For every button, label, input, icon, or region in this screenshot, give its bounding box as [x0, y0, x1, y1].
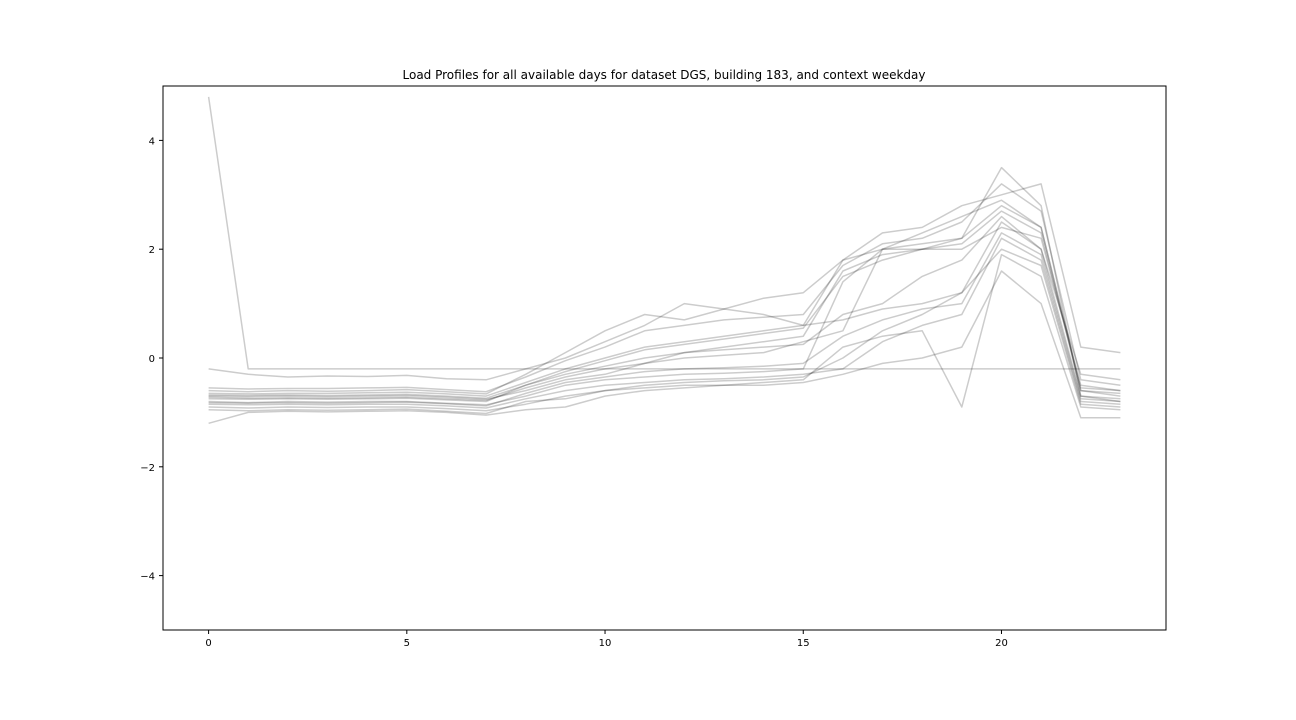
series-line-2: [208, 166, 1121, 406]
y-tick-label: 4: [149, 136, 155, 147]
x-tick-label: 0: [205, 638, 211, 649]
y-tick-label: −2: [140, 463, 155, 474]
y-axis: −4 −2 0 2 4: [140, 136, 163, 583]
series-line-9: [208, 183, 1121, 381]
chart-title: Load Profiles for all available days for…: [403, 68, 926, 82]
series-layer: [207, 96, 1121, 425]
series-line-3: [208, 221, 1121, 395]
plot-area-frame: [162, 85, 1167, 631]
x-tick-label: 10: [599, 638, 612, 649]
y-tick-label: −4: [140, 572, 155, 583]
series-line-1: [208, 226, 1121, 402]
series-line-4: [208, 253, 1121, 415]
y-tick-label: 0: [149, 354, 155, 365]
y-tick-label: 2: [149, 245, 155, 256]
series-line-10: [208, 215, 1121, 403]
x-tick-label: 20: [995, 638, 1008, 649]
series-line-12: [208, 183, 1121, 393]
series-line-11: [208, 248, 1121, 412]
series-line-14: [208, 204, 1121, 400]
x-axis: 0 5 10 15 20: [205, 630, 1008, 649]
series-line-13: [208, 232, 1121, 407]
series-line-8: [208, 270, 1121, 425]
x-tick-label: 5: [404, 638, 410, 649]
x-tick-label: 15: [797, 638, 810, 649]
series-line-0: [207, 96, 1121, 370]
series-line-6: [208, 237, 1121, 409]
series-line-7: [208, 210, 1121, 401]
series-line-5: [208, 199, 1121, 397]
